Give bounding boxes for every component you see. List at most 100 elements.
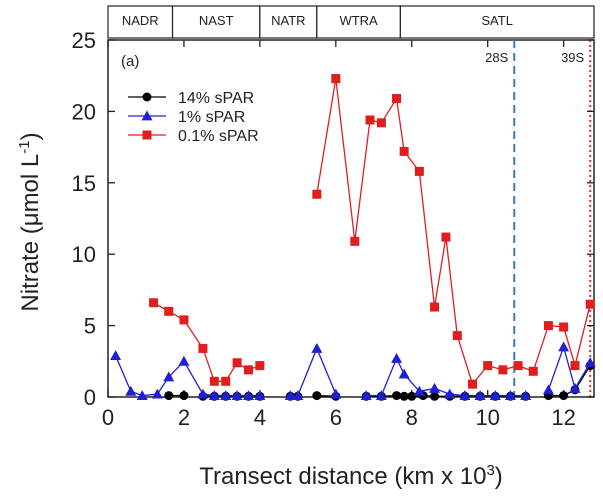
data-point (430, 302, 440, 312)
x-tick-label: 4 (254, 405, 266, 430)
data-point (558, 341, 570, 352)
data-point (312, 189, 322, 199)
data-point (208, 390, 220, 400)
x-tick-label: 0 (102, 405, 114, 430)
station-markers: 28S 39S (485, 40, 592, 397)
y-tick-label: 10 (72, 242, 96, 267)
data-point (232, 358, 242, 368)
data-point (543, 321, 553, 331)
data-point (254, 390, 266, 400)
legend-label: 14% sPAR (178, 90, 254, 107)
data-point (163, 371, 175, 382)
data-point (398, 368, 410, 379)
data-point (391, 352, 403, 363)
data-point (483, 361, 493, 371)
data-point (220, 390, 232, 400)
data-point (413, 385, 425, 396)
y-tick-label: 5 (84, 314, 96, 339)
data-point (292, 390, 304, 400)
region-label: NAST (199, 13, 234, 28)
data-point (331, 74, 341, 84)
y-tick-label: 25 (72, 28, 96, 53)
series-line (547, 344, 591, 391)
region-label: NATR (271, 13, 305, 28)
data-point (149, 298, 159, 308)
data-point (197, 388, 209, 399)
x-tick-label: 2 (178, 405, 190, 430)
legend-marker (141, 110, 153, 121)
plot-frame (107, 39, 595, 398)
data-point (441, 232, 451, 242)
station-marker-label: 39S (561, 50, 584, 65)
data-point (569, 382, 581, 393)
y-tick-label: 20 (72, 99, 96, 124)
series-triangle (110, 341, 596, 400)
region-box (259, 5, 318, 39)
data-point (399, 391, 409, 401)
series-line (290, 346, 337, 397)
data-point (392, 94, 402, 104)
data-point (559, 391, 569, 401)
data-point (311, 342, 323, 353)
data-point (392, 391, 402, 401)
data-point (125, 385, 137, 396)
data-point (376, 118, 386, 128)
x-tick-label: 12 (551, 405, 575, 430)
data-point (198, 343, 208, 353)
data-point (365, 115, 375, 125)
data-point (584, 357, 596, 368)
y-axis-title: Nitrate (μmol L-1) (16, 132, 44, 311)
data-point (330, 388, 342, 399)
data-point (360, 390, 372, 400)
y-tick-label: 0 (84, 385, 96, 410)
region-label: NADR (122, 13, 159, 28)
data-point (430, 391, 440, 401)
data-point (151, 388, 163, 399)
x-tick-label: 8 (406, 405, 418, 430)
data-point (414, 166, 424, 176)
data-point (375, 390, 387, 400)
data-point (242, 390, 254, 400)
data-point (209, 376, 219, 386)
data-point (179, 391, 189, 401)
data-point (284, 390, 296, 400)
data-point (179, 315, 189, 325)
region-box (399, 5, 595, 39)
region-label: SATL (481, 13, 513, 28)
data-point (407, 391, 417, 401)
data-point (513, 361, 523, 371)
data-point (164, 306, 174, 316)
data-point (585, 299, 595, 309)
data-point (164, 391, 174, 401)
data-point (559, 322, 569, 332)
data-point (498, 365, 508, 375)
data-point (178, 355, 190, 366)
data-point (459, 390, 471, 400)
series-line (548, 365, 591, 397)
data-point (110, 350, 122, 360)
data-point (528, 366, 538, 376)
panel-label: (a) (121, 53, 139, 70)
data-point (444, 388, 456, 399)
station-marker-label: 28S (485, 50, 508, 65)
y-axis: 0 5 10 15 20 25 (72, 28, 594, 410)
region-band: NADR NAST NATR WTRA SATL (107, 5, 595, 39)
series-line (366, 356, 526, 397)
data-point (542, 384, 554, 395)
legend: 14% sPAR 1% sPAR 0.1% sPAR (128, 90, 259, 145)
data-point (312, 391, 322, 401)
data-point (255, 361, 265, 371)
x-tick-label: 10 (475, 405, 499, 430)
region-box (171, 5, 261, 39)
legend-marker (142, 92, 152, 102)
data-point (489, 390, 501, 400)
data-point (429, 382, 441, 393)
data-point (243, 365, 253, 375)
region-label: WTRA (339, 13, 378, 28)
legend-marker (142, 130, 152, 140)
series-square (149, 74, 595, 389)
data-point (350, 236, 360, 246)
series-layer (110, 74, 596, 401)
data-point (520, 390, 532, 400)
data-point (221, 376, 231, 386)
